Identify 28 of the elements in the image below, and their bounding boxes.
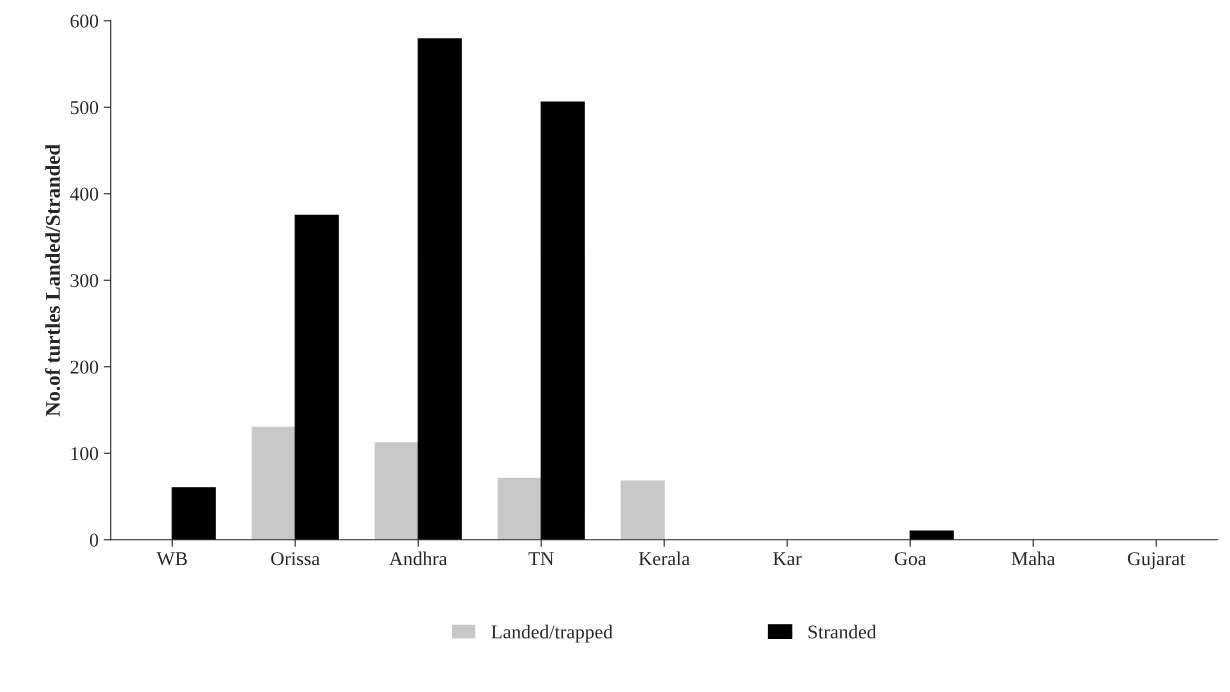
y-tick-label: 0 <box>89 533 99 547</box>
legend-label: Stranded <box>808 624 877 639</box>
y-tick-label: 100 <box>71 447 99 461</box>
bar <box>374 442 419 540</box>
bar <box>497 477 542 540</box>
x-tick-label: Orissa <box>271 552 320 566</box>
x-tick-label: WB <box>156 552 187 566</box>
y-tick-label: 600 <box>70 14 99 28</box>
y-tick-label: 400 <box>70 187 99 201</box>
x-tick-label: Goa <box>894 552 927 566</box>
x-tick-label: Andhra <box>389 551 448 566</box>
bar <box>251 426 296 540</box>
x-tick-label: Kerala <box>638 551 690 566</box>
bar <box>171 487 216 540</box>
bar <box>540 101 585 540</box>
x-tick-label: Gujarat <box>1127 552 1186 570</box>
x-tick-label: Kar <box>773 552 802 566</box>
x-tick-label: TN <box>528 552 554 566</box>
y-tick-label: 300 <box>70 274 99 288</box>
bar <box>620 480 665 540</box>
bar <box>417 38 462 540</box>
y-tick-label: 500 <box>70 101 99 115</box>
bar <box>294 214 339 540</box>
legend-label: Landed/trapped <box>491 624 613 643</box>
y-axis-title: No.of turtles Landed/Stranded <box>45 144 61 417</box>
bar <box>909 530 954 540</box>
x-tick-label: Maha <box>1011 551 1056 566</box>
y-tick-label: 200 <box>70 360 99 374</box>
